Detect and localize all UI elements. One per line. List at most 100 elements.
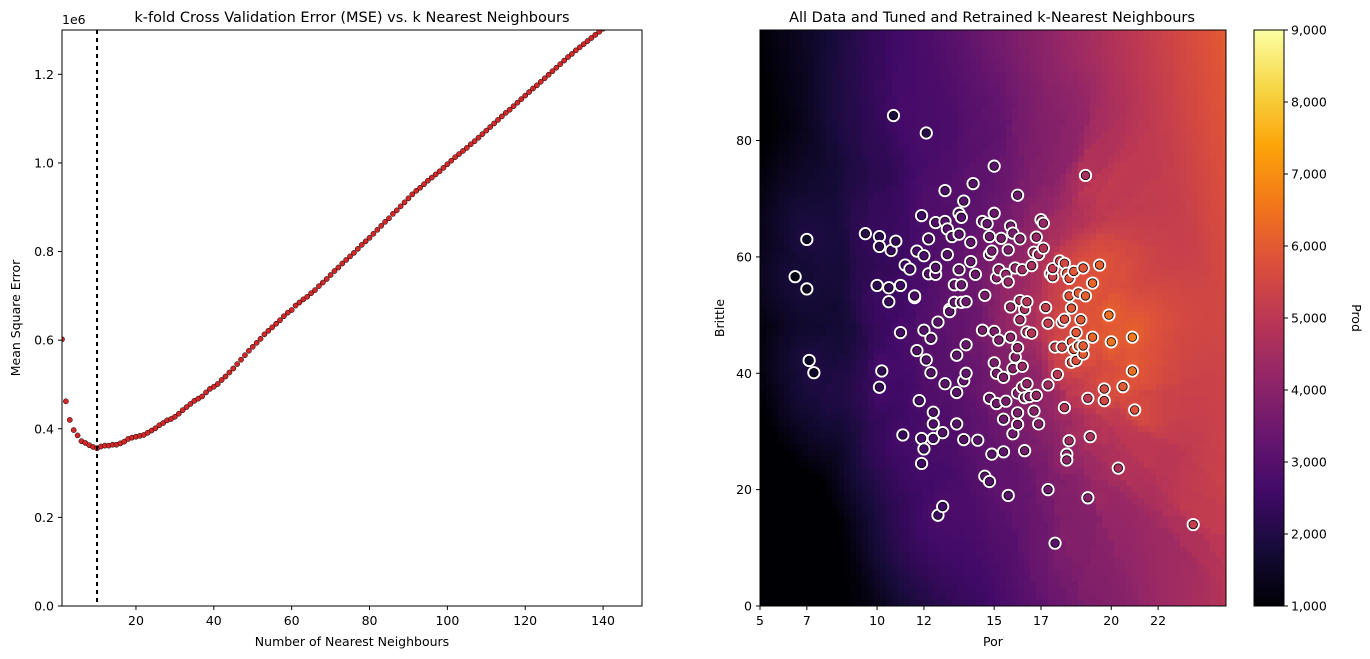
heatmap-cell (1138, 222, 1145, 229)
heatmap-cell (1186, 96, 1193, 103)
heatmap-cell (1198, 114, 1205, 121)
heatmap-cell (1054, 54, 1061, 61)
heatmap-cell (892, 300, 899, 307)
heatmap-cell (1024, 204, 1031, 211)
heatmap-cell (1108, 216, 1115, 223)
heatmap-cell (910, 126, 917, 133)
heatmap-cell (934, 396, 941, 403)
heatmap-cell (1114, 180, 1121, 187)
heatmap-cell (1084, 240, 1091, 247)
mse-point (495, 117, 501, 123)
heatmap-cell (868, 264, 875, 271)
heatmap-cell (982, 126, 989, 133)
heatmap-cell (1042, 96, 1049, 103)
heatmap-cell (886, 360, 893, 367)
heatmap-cell (1156, 36, 1163, 43)
heatmap-cell (850, 378, 857, 385)
heatmap-cell (1030, 126, 1037, 133)
heatmap-cell (970, 114, 977, 121)
heatmap-cell (862, 180, 869, 187)
heatmap-cell (1090, 360, 1097, 367)
heatmap-cell (1006, 204, 1013, 211)
mse-point (502, 110, 509, 116)
heatmap-cell (820, 204, 827, 211)
heatmap-cell (784, 222, 791, 229)
heatmap-cell (940, 120, 947, 127)
heatmap-cell (928, 30, 935, 37)
heatmap-cell (1138, 66, 1145, 73)
heatmap-cell (1000, 66, 1007, 73)
heatmap-cell (1210, 120, 1217, 127)
heatmap-cell (772, 252, 779, 259)
heatmap-cell (868, 354, 875, 361)
heatmap-cell (1078, 252, 1085, 259)
heatmap-cell (1072, 282, 1079, 289)
heatmap-cell (1192, 384, 1199, 391)
heatmap-cell (1030, 306, 1037, 313)
heatmap-cell (994, 30, 1001, 37)
heatmap-cell (1120, 252, 1127, 259)
heatmap-cell (946, 198, 953, 205)
heatmap-cell (1150, 348, 1157, 355)
heatmap-cell (982, 90, 989, 97)
heatmap-cell (820, 366, 827, 373)
heatmap-cell (982, 42, 989, 49)
heatmap-cell (1090, 324, 1097, 331)
heatmap-cell (1156, 348, 1163, 355)
heatmap-cell (1162, 372, 1169, 379)
heatmap-cell (934, 168, 941, 175)
heatmap-cell (1210, 72, 1217, 79)
heatmap-cell (790, 150, 797, 157)
heatmap-cell (1162, 312, 1169, 319)
heatmap-cell (826, 36, 833, 43)
heatmap-cell (952, 72, 959, 79)
heatmap-cell (886, 210, 893, 217)
heatmap-cell (766, 246, 773, 253)
heatmap-cell (844, 288, 851, 295)
heatmap-cell (826, 360, 833, 367)
heatmap-cell (1114, 312, 1121, 319)
heatmap-cell (826, 288, 833, 295)
heatmap-cell (856, 108, 863, 115)
heatmap-cell (1042, 354, 1049, 361)
heatmap-cell (1072, 156, 1079, 163)
heatmap-cell (790, 30, 797, 37)
heatmap-cell (826, 276, 833, 283)
x-tick-label: 120 (513, 613, 537, 628)
heatmap-cell (898, 54, 905, 61)
heatmap-cell (964, 354, 971, 361)
heatmap-cell (928, 204, 935, 211)
heatmap-cell (964, 276, 971, 283)
heatmap-cell (1120, 162, 1127, 169)
heatmap-cell (826, 336, 833, 343)
heatmap-cell (1048, 198, 1055, 205)
heatmap-cell (1042, 366, 1049, 373)
heatmap-cell (964, 174, 971, 181)
heatmap-cell (820, 144, 827, 151)
heatmap-cell (1162, 276, 1169, 283)
heatmap-cell (796, 336, 803, 343)
heatmap-cell (778, 300, 785, 307)
heatmap-cell (958, 84, 965, 91)
heatmap-cell (1168, 300, 1175, 307)
heatmap-cell (976, 144, 983, 151)
heatmap-cell (868, 360, 875, 367)
heatmap-cell (826, 192, 833, 199)
heatmap-cell (1180, 342, 1187, 349)
right-chart-title: All Data and Tuned and Retrained k-Neare… (789, 10, 1195, 26)
heatmap-cell (1090, 252, 1097, 259)
heatmap-cell (778, 288, 785, 295)
heatmap-cell (1042, 120, 1049, 127)
heatmap-cell (856, 318, 863, 325)
heatmap-cell (868, 174, 875, 181)
heatmap-cell (892, 174, 899, 181)
heatmap-cell (1108, 108, 1115, 115)
heatmap-cell (886, 78, 893, 85)
heatmap-cell (802, 330, 809, 337)
heatmap-cell (940, 324, 947, 331)
heatmap-cell (994, 60, 1001, 67)
heatmap-cell (1000, 384, 1007, 391)
heatmap-cell (916, 72, 923, 79)
heatmap-cell (1150, 288, 1157, 295)
heatmap-cell (1120, 318, 1127, 325)
